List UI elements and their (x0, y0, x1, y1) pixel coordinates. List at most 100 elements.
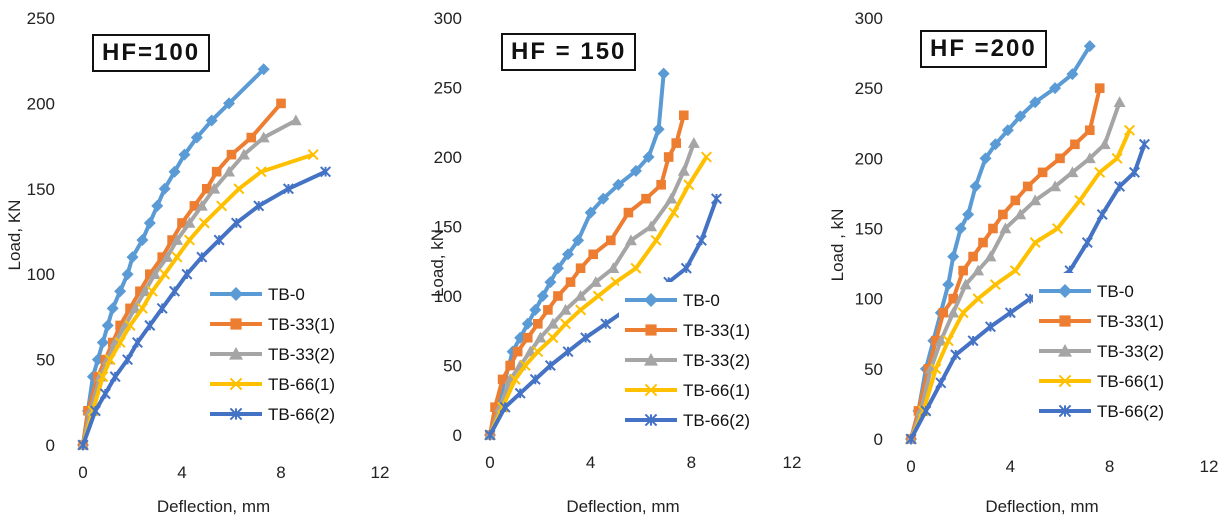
x-axis-title: Deflection, mm (566, 497, 679, 516)
data-point (930, 363, 942, 375)
data-point (683, 179, 695, 191)
x-tick-label: 0 (906, 457, 915, 476)
data-point (957, 307, 969, 319)
data-point (1138, 138, 1150, 150)
data-point (1128, 166, 1141, 178)
data-point (114, 337, 126, 349)
data-point (597, 192, 610, 205)
data-point (972, 264, 985, 276)
data-point (948, 293, 959, 304)
data-point (969, 180, 982, 193)
legend-swatch-marker (644, 293, 658, 307)
legend-entry: TB-66(1) (268, 375, 335, 394)
data-point (1098, 138, 1111, 150)
data-point (1070, 139, 1080, 150)
legend-entry: TB-66(2) (268, 405, 335, 424)
data-point (710, 193, 723, 205)
data-point (195, 199, 208, 211)
data-point (589, 276, 602, 287)
y-tick-label: 200 (434, 148, 462, 167)
series-tb-661 (905, 124, 1136, 445)
data-point (97, 371, 109, 383)
y-tick-label: 50 (36, 351, 55, 370)
data-point (978, 237, 988, 248)
data-point (650, 234, 662, 246)
data-point (161, 251, 174, 262)
chart-hf-100: 0 50 100 150 200 250 0 4 8 12 Deflection, mm Load, … (0, 0, 400, 520)
data-point (562, 346, 574, 358)
legend: TB-0 TB-33(1) TB-33(2) TB-66(1) TB-66(2) (619, 282, 791, 438)
data-point (145, 269, 155, 279)
data-point (565, 277, 576, 287)
data-point (514, 331, 527, 344)
x-tick-label: 12 (1200, 457, 1219, 476)
data-point (574, 290, 587, 301)
data-point (989, 279, 1001, 291)
legend-entry: TB-66(2) (683, 411, 750, 430)
data-point (77, 439, 89, 451)
data-point (1096, 208, 1108, 220)
data-point (146, 285, 158, 297)
y-tick-label: 250 (855, 79, 883, 98)
x-tick-label: 8 (276, 463, 285, 482)
data-point (178, 148, 191, 161)
data-point (630, 262, 642, 274)
data-point (151, 199, 164, 212)
data-point (1094, 166, 1106, 178)
data-point (167, 235, 177, 245)
data-point (988, 223, 998, 234)
y-tick-label: 300 (855, 9, 883, 28)
x-tick-label: 8 (687, 453, 696, 472)
data-point (89, 405, 101, 417)
legend: TB-0 TB-33(1) TB-33(2) TB-66(1) TB-66(2) (204, 276, 376, 432)
data-point (1010, 195, 1021, 206)
legend-entry: TB-0 (268, 285, 305, 304)
data-point (950, 349, 962, 361)
series-tb-662 (77, 166, 332, 451)
legend-swatch-marker (1058, 374, 1072, 388)
data-point (136, 234, 149, 247)
data-point (114, 285, 127, 298)
data-point (968, 251, 978, 262)
data-point (136, 302, 148, 314)
data-point (678, 110, 689, 121)
data-point (1124, 124, 1136, 136)
data-point (128, 302, 141, 314)
data-point (181, 268, 193, 280)
data-point (522, 332, 533, 343)
data-point (559, 303, 572, 315)
x-tick-label: 4 (586, 453, 595, 472)
panel-label-hf-200: HF =200 (920, 30, 1047, 68)
y-axis-title: Load , kN (828, 209, 847, 282)
data-point (96, 336, 109, 349)
data-point (159, 268, 171, 280)
chart-hf-200: 0 50 100 150 200 250 300 0 4 8 12 Deflection, mm Loa… (825, 0, 1229, 520)
y-tick-label: 200 (855, 149, 883, 168)
y-tick-label: 150 (27, 180, 55, 199)
data-point (519, 359, 531, 372)
data-point (223, 97, 236, 110)
series-tb-662 (905, 138, 1150, 445)
legend-entry: TB-66(1) (1097, 372, 1164, 391)
data-point (484, 429, 496, 441)
data-point (169, 285, 181, 297)
data-point (1083, 152, 1096, 164)
data-point (942, 278, 955, 291)
data-point (1001, 124, 1014, 137)
data-point (959, 278, 972, 290)
data-point (588, 249, 598, 260)
data-point (575, 304, 587, 316)
data-point (962, 208, 975, 221)
data-point (671, 138, 682, 148)
data-point (947, 250, 960, 263)
data-point (198, 217, 210, 229)
data-point (190, 131, 203, 144)
panel-label-hf-150: HF = 150 (501, 33, 637, 71)
data-point (999, 222, 1012, 234)
data-point (1066, 68, 1079, 81)
data-point (532, 346, 544, 358)
legend-swatch-marker (644, 383, 658, 397)
data-point (920, 405, 932, 417)
data-point (1014, 208, 1027, 220)
data-point (320, 166, 332, 178)
